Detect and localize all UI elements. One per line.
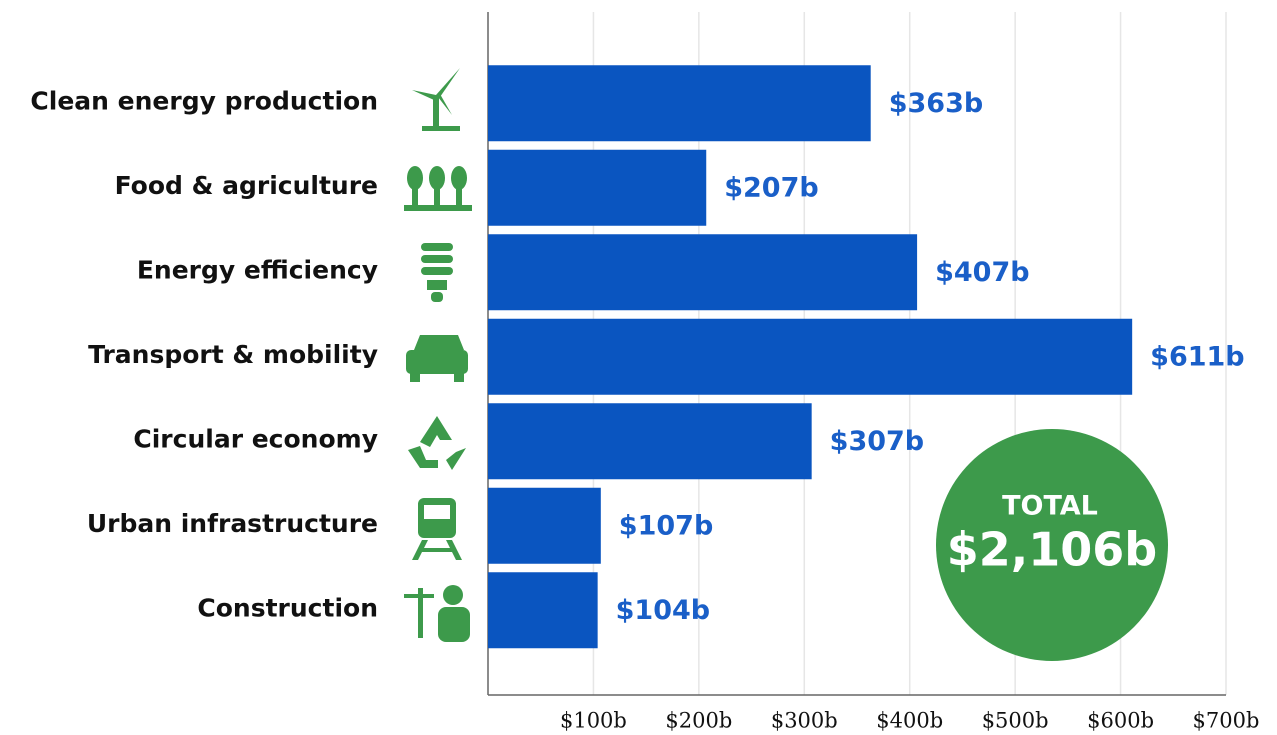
total-label: TOTAL (1002, 491, 1098, 522)
bar (488, 572, 598, 649)
value-label: $407b (935, 257, 1029, 288)
category-label: Circular economy (133, 424, 378, 453)
bar (488, 65, 871, 142)
icons (404, 68, 472, 642)
bar (488, 234, 918, 311)
x-tick-label: $400b (876, 709, 943, 733)
wind-turbine-icon (412, 68, 460, 131)
total-value: $2,106b (947, 523, 1157, 577)
x-tick-label: $300b (771, 709, 838, 733)
x-tick-label: $200b (665, 709, 732, 733)
category-label: Energy efficiency (137, 255, 378, 284)
value-label: $107b (619, 510, 713, 541)
bar (488, 318, 1133, 395)
x-tick-label: $600b (1087, 709, 1154, 733)
recycle-icon (408, 416, 466, 470)
x-tick-label: $700b (1193, 709, 1260, 733)
value-label: $611b (1150, 341, 1244, 372)
value-label: $363b (889, 88, 983, 119)
car-icon (406, 335, 468, 382)
value-label: $207b (724, 172, 818, 203)
bar (488, 403, 812, 480)
bar (488, 487, 601, 564)
category-label: Urban infrastructure (87, 509, 378, 538)
value-label: $104b (616, 595, 710, 626)
wheat-icon (404, 166, 472, 211)
x-tick-label: $100b (560, 709, 627, 733)
x-tick-label: $500b (982, 709, 1049, 733)
bar (488, 149, 707, 226)
value-label: $307b (830, 426, 924, 457)
total-circle (936, 429, 1168, 661)
category-label: Food & agriculture (115, 171, 378, 200)
train-icon (412, 498, 462, 560)
construction-icon (404, 585, 470, 642)
category-label: Transport & mobility (88, 340, 378, 369)
bulb-icon (421, 243, 453, 302)
category-label: Construction (197, 593, 378, 622)
category-label: Clean energy production (30, 86, 378, 115)
